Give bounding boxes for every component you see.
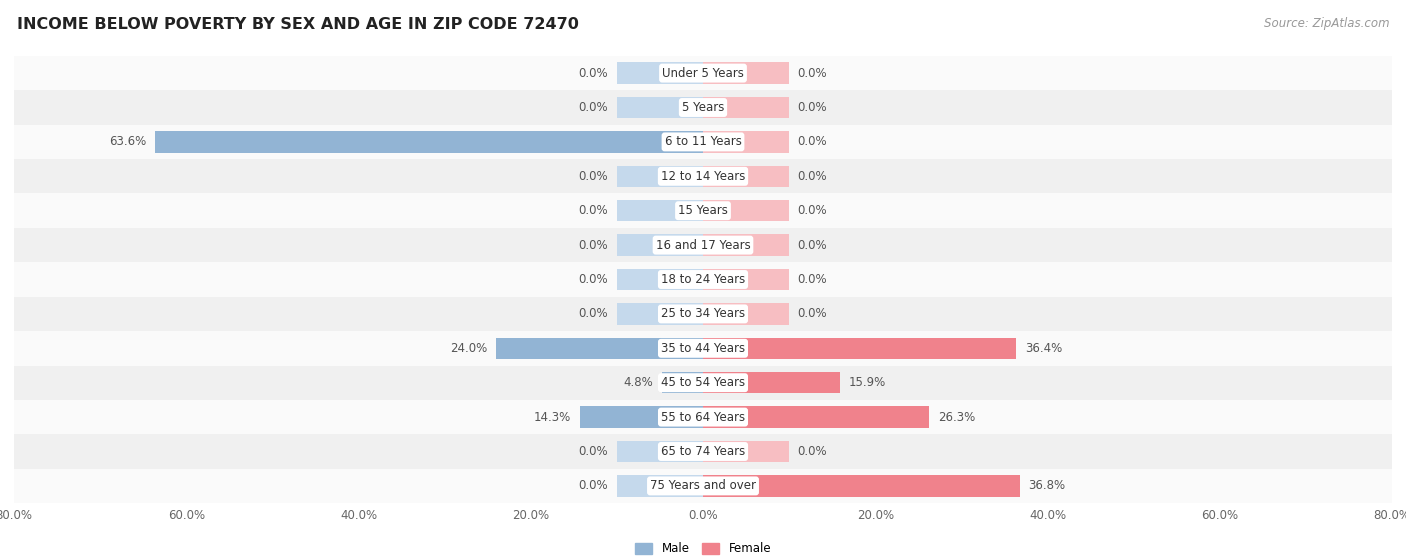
Bar	[496, 338, 703, 359]
Legend: Male, Female: Male, Female	[634, 542, 772, 555]
Bar	[14, 366, 1392, 400]
Bar	[617, 97, 703, 118]
Text: 75 Years and over: 75 Years and over	[650, 480, 756, 492]
Bar	[703, 165, 789, 187]
Bar	[14, 468, 1392, 503]
Text: 26.3%: 26.3%	[938, 411, 976, 424]
Text: 0.0%: 0.0%	[579, 480, 609, 492]
Bar	[617, 63, 703, 84]
Bar	[14, 91, 1392, 125]
Bar	[14, 262, 1392, 297]
Bar	[14, 297, 1392, 331]
Text: 0.0%: 0.0%	[797, 170, 827, 183]
Bar	[14, 400, 1392, 434]
Bar	[703, 97, 789, 118]
Bar	[14, 228, 1392, 262]
Text: 0.0%: 0.0%	[579, 445, 609, 458]
Text: 0.0%: 0.0%	[579, 273, 609, 286]
Text: 36.8%: 36.8%	[1029, 480, 1066, 492]
Bar	[703, 200, 789, 221]
Text: 0.0%: 0.0%	[797, 307, 827, 320]
Text: 63.6%: 63.6%	[110, 135, 146, 148]
Bar	[617, 303, 703, 325]
Text: 65 to 74 Years: 65 to 74 Years	[661, 445, 745, 458]
Text: 0.0%: 0.0%	[579, 67, 609, 79]
Text: Source: ZipAtlas.com: Source: ZipAtlas.com	[1264, 17, 1389, 30]
Text: 15.9%: 15.9%	[849, 376, 886, 389]
Bar	[703, 303, 789, 325]
Bar	[617, 441, 703, 462]
Bar	[703, 131, 789, 153]
Bar	[155, 131, 703, 153]
Bar	[703, 63, 789, 84]
Bar	[617, 200, 703, 221]
Text: 18 to 24 Years: 18 to 24 Years	[661, 273, 745, 286]
Text: 12 to 14 Years: 12 to 14 Years	[661, 170, 745, 183]
Text: 14.3%: 14.3%	[534, 411, 571, 424]
Text: 0.0%: 0.0%	[797, 67, 827, 79]
Text: 0.0%: 0.0%	[797, 135, 827, 148]
Text: 0.0%: 0.0%	[579, 170, 609, 183]
Text: Under 5 Years: Under 5 Years	[662, 67, 744, 79]
Bar	[703, 406, 929, 428]
Bar	[703, 338, 1017, 359]
Text: 25 to 34 Years: 25 to 34 Years	[661, 307, 745, 320]
Text: 0.0%: 0.0%	[579, 101, 609, 114]
Bar	[617, 269, 703, 290]
Text: 0.0%: 0.0%	[797, 101, 827, 114]
Text: 0.0%: 0.0%	[797, 273, 827, 286]
Text: 24.0%: 24.0%	[450, 342, 488, 355]
Bar	[14, 193, 1392, 228]
Bar	[703, 269, 789, 290]
Text: 6 to 11 Years: 6 to 11 Years	[665, 135, 741, 148]
Text: INCOME BELOW POVERTY BY SEX AND AGE IN ZIP CODE 72470: INCOME BELOW POVERTY BY SEX AND AGE IN Z…	[17, 17, 579, 32]
Bar	[14, 56, 1392, 91]
Bar	[14, 125, 1392, 159]
Bar	[14, 434, 1392, 468]
Text: 35 to 44 Years: 35 to 44 Years	[661, 342, 745, 355]
Text: 16 and 17 Years: 16 and 17 Years	[655, 239, 751, 252]
Text: 0.0%: 0.0%	[797, 239, 827, 252]
Text: 0.0%: 0.0%	[579, 204, 609, 217]
Bar	[703, 372, 839, 394]
Text: 45 to 54 Years: 45 to 54 Years	[661, 376, 745, 389]
Text: 55 to 64 Years: 55 to 64 Years	[661, 411, 745, 424]
Bar	[14, 159, 1392, 193]
Text: 5 Years: 5 Years	[682, 101, 724, 114]
Bar	[617, 234, 703, 256]
Bar	[703, 475, 1019, 496]
Text: 0.0%: 0.0%	[579, 307, 609, 320]
Text: 0.0%: 0.0%	[797, 204, 827, 217]
Text: 0.0%: 0.0%	[797, 445, 827, 458]
Text: 15 Years: 15 Years	[678, 204, 728, 217]
Bar	[703, 234, 789, 256]
Bar	[662, 372, 703, 394]
Text: 36.4%: 36.4%	[1025, 342, 1063, 355]
Bar	[617, 475, 703, 496]
Text: 4.8%: 4.8%	[623, 376, 652, 389]
Bar	[703, 441, 789, 462]
Bar	[617, 165, 703, 187]
Text: 0.0%: 0.0%	[579, 239, 609, 252]
Bar	[14, 331, 1392, 366]
Bar	[579, 406, 703, 428]
